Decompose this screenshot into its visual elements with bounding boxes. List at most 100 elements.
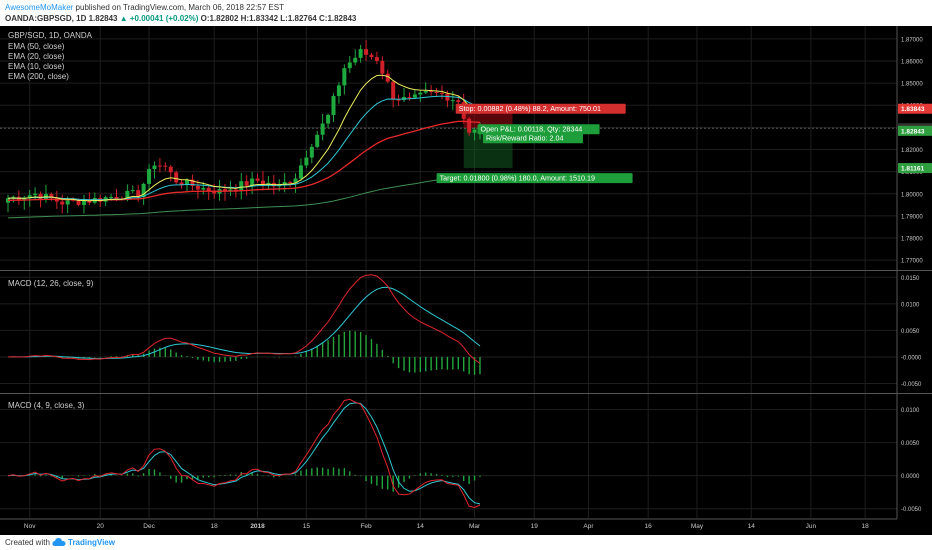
- candle-body: [260, 180, 265, 185]
- price-tag: [898, 163, 932, 174]
- candle-body: [136, 190, 141, 198]
- footer: Created with TradingView: [0, 535, 932, 550]
- macd-line: [7, 398, 481, 509]
- time-tick-label: Dec: [143, 523, 155, 530]
- price-tick-label: 1.79000: [901, 214, 923, 220]
- candle-body: [65, 199, 70, 205]
- macd2-tick-label: 0.0050: [901, 441, 920, 447]
- candle-body: [364, 49, 369, 55]
- candle-body: [22, 197, 27, 200]
- open-pnl-label: Open P&L: 0.00118, Qty: 28344: [481, 125, 583, 134]
- price-tick-label: 1.85000: [901, 82, 923, 88]
- grid: [0, 26, 897, 518]
- time-tick-label: 20: [97, 523, 105, 530]
- price-tag: [898, 103, 932, 114]
- macd1-tick-label: 0.0100: [901, 302, 920, 308]
- candle-body: [315, 134, 320, 147]
- candle-body: [109, 196, 114, 198]
- candle-body: [239, 181, 244, 191]
- candle-body: [60, 201, 65, 205]
- candle-body: [130, 190, 135, 192]
- candle-body: [266, 182, 271, 185]
- price-tick-label: 1.82000: [901, 148, 923, 154]
- candle-body: [391, 81, 396, 100]
- candle-body: [369, 54, 374, 58]
- last-price: 1.82843: [88, 14, 118, 23]
- candle-body: [185, 179, 190, 186]
- candle-body: [380, 60, 385, 74]
- candle-body: [38, 193, 43, 200]
- time-tick-label: Nov: [24, 523, 36, 530]
- close-label: C:: [318, 14, 328, 23]
- time-tick-label: Jun: [806, 523, 817, 530]
- ema50-line: [7, 120, 481, 201]
- price-tick-label: 1.80000: [901, 192, 923, 198]
- candle-body: [168, 166, 173, 173]
- candle-body: [33, 193, 38, 196]
- macd2-tick-label: 0.0100: [901, 408, 920, 414]
- macd-signal-line: [7, 402, 481, 505]
- high-value: 1.83342: [249, 14, 279, 23]
- candle-body: [331, 96, 336, 116]
- candle-body: [49, 193, 54, 199]
- symbol-quote-line: OANDA:GBPSGD, 1D 1.82843 ▲ +0.00041 (+0.…: [5, 14, 356, 23]
- macd2-tick-label: 0.0000: [901, 474, 920, 480]
- low-value: 1.82764: [287, 14, 317, 23]
- candle-body: [255, 178, 260, 181]
- price-panel-title: GBP/SGD, 1D, OANDA: [8, 31, 93, 40]
- price-tag-label: 1.82843: [901, 128, 925, 135]
- candle-body: [228, 189, 233, 192]
- candle-body: [157, 165, 162, 167]
- price-tag-label: 1.81161: [901, 166, 925, 173]
- axes: [0, 26, 932, 520]
- chart-area[interactable]: 1.870001.860001.850001.840001.830001.820…: [0, 26, 932, 540]
- macd2-title: MACD (4, 9, close, 3): [8, 401, 85, 410]
- candle-body: [347, 62, 352, 69]
- candle-body: [326, 115, 331, 124]
- tradingview-cloud-icon: [52, 538, 66, 546]
- candle-body: [125, 190, 130, 200]
- position-tool[interactable]: [0, 108, 897, 169]
- price-tick-label: 1.81000: [901, 170, 923, 176]
- price-tick-label: 1.87000: [901, 37, 923, 43]
- publish-info: AwesomeMoMaker published on TradingView.…: [5, 3, 284, 12]
- stop-label: Stop: 0.00882 (0.48%) 88.2, Amount: 750.…: [459, 104, 601, 113]
- ema200-line: [7, 174, 481, 219]
- tradingview-brand[interactable]: TradingView: [68, 538, 115, 547]
- price-change: ▲ +0.00041 (+0.02%): [119, 14, 199, 23]
- candle-body: [195, 185, 200, 190]
- candle-body: [288, 182, 293, 184]
- candle-body: [282, 182, 287, 185]
- candle-body: [163, 165, 168, 167]
- risk-reward-label: Risk/Reward Ratio: 2.04: [486, 134, 563, 143]
- candle-body: [358, 49, 363, 58]
- candle-body: [472, 129, 477, 133]
- publish-date: published on TradingView.com, March 06, …: [73, 3, 284, 12]
- low-label: L:: [280, 14, 288, 23]
- candle-body: [412, 94, 417, 98]
- candle-body: [402, 96, 407, 100]
- ema-lines: [7, 74, 481, 219]
- legend-ema10: EMA (10, close): [8, 62, 65, 71]
- candle-body: [298, 165, 303, 179]
- candle-body: [250, 178, 255, 186]
- candle-body: [450, 100, 455, 102]
- chart-canvas[interactable]: 1.870001.860001.850001.840001.830001.820…: [0, 26, 932, 540]
- candle-body: [233, 189, 238, 191]
- macd-signal-line: [7, 286, 481, 360]
- close-value: 1.82843: [327, 14, 357, 23]
- macd1-tick-label: 0.0050: [901, 329, 920, 335]
- candle-body: [374, 57, 379, 61]
- candle-body: [81, 200, 86, 206]
- candle-body: [174, 172, 179, 183]
- candle-body: [309, 146, 314, 158]
- time-tick-label: 18: [211, 523, 219, 530]
- price-tick-label: 1.77000: [901, 259, 923, 265]
- candle-body: [456, 100, 461, 103]
- target-label: Target: 0.01800 (0.98%) 180.0, Amount: 1…: [440, 174, 595, 183]
- candle-body: [320, 123, 325, 135]
- candle-body: [244, 181, 249, 186]
- author-link[interactable]: AwesomeMoMaker: [5, 3, 74, 12]
- open-label: O:: [200, 14, 210, 23]
- macd2-tick-label: -0.0050: [901, 507, 922, 513]
